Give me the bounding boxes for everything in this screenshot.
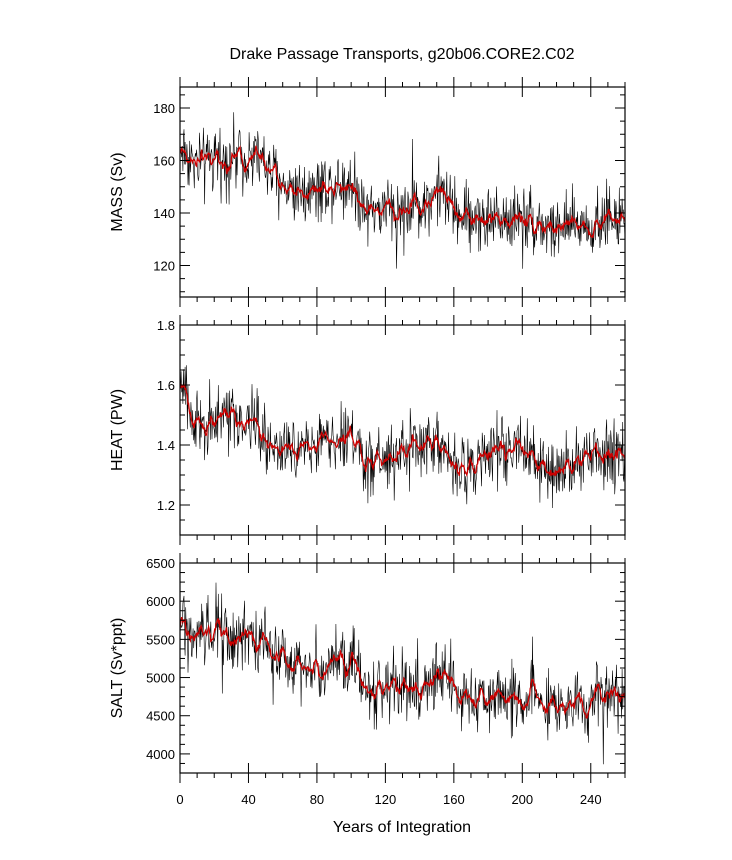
y-tick-label: 1.2 xyxy=(157,498,175,513)
smoothed-series-line xyxy=(180,145,625,239)
salt-panel: SALT (Sv*ppt) 4000 4500 5000 5500 6000 6500 0 4… xyxy=(109,553,626,807)
y-tick-label: 1.4 xyxy=(157,438,175,453)
raw-series-line xyxy=(180,112,625,269)
y-tick-label: 120 xyxy=(153,259,175,274)
y-tick-label: 1.8 xyxy=(157,318,175,333)
x-tick-label: 240 xyxy=(580,792,602,807)
y-tick-label: 160 xyxy=(153,154,175,169)
mass-ylabel: MASS (Sv) xyxy=(109,152,126,231)
raw-series-line xyxy=(180,582,625,765)
y-tick-label: 4000 xyxy=(146,747,175,762)
x-axis-label: Years of Integration xyxy=(333,819,471,836)
heat-ylabel: HEAT (PW) xyxy=(109,389,126,471)
raw-series-line xyxy=(180,365,625,509)
x-tick-label: 40 xyxy=(241,792,255,807)
heat-panel: HEAT (PW) 1.2 1.4 1.6 1.8 xyxy=(109,315,626,545)
smoothed-series-line xyxy=(180,616,625,720)
x-tick-label: 120 xyxy=(375,792,397,807)
y-tick-label: 6500 xyxy=(146,556,175,571)
x-tick-label: 200 xyxy=(511,792,533,807)
smoothed-series-line xyxy=(180,383,625,478)
x-tick-label: 80 xyxy=(310,792,324,807)
salt-ylabel: SALT (Sv*ppt) xyxy=(109,618,126,719)
chart-title: Drake Passage Transports, g20b06.CORE2.C… xyxy=(229,46,574,63)
y-tick-label: 5000 xyxy=(146,671,175,686)
y-tick-label: 5500 xyxy=(146,632,175,647)
y-tick-label: 6000 xyxy=(146,594,175,609)
x-tick-label: 0 xyxy=(176,792,183,807)
y-tick-label: 140 xyxy=(153,206,175,221)
y-tick-label: 180 xyxy=(153,101,175,116)
y-tick-label: 4500 xyxy=(146,709,175,724)
mass-panel: MASS (Sv) 120 140 160 180 xyxy=(109,77,626,307)
plot-frame xyxy=(179,86,626,298)
y-tick-label: 1.6 xyxy=(157,378,175,393)
x-tick-label: 160 xyxy=(443,792,465,807)
